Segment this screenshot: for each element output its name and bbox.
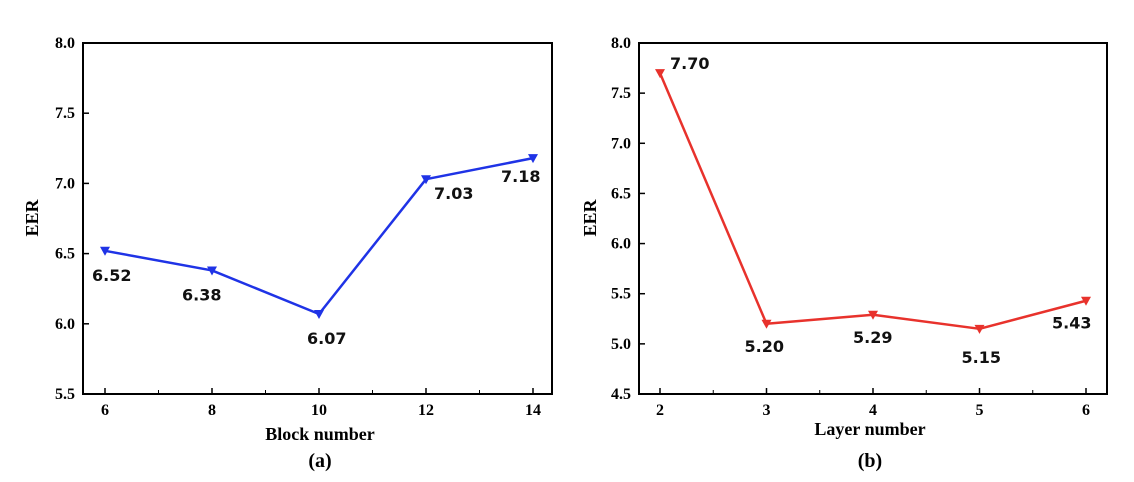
chart-a-x-tick-label: 12 — [418, 402, 434, 419]
chart-a-y-tick-label: 5.5 — [55, 386, 75, 403]
chart-b-x-tick-label: 3 — [763, 402, 771, 419]
chart-a-x-tick-label: 10 — [311, 402, 327, 419]
chart-b-x-tick-label: 4 — [869, 402, 877, 419]
chart-b-data-label: 5.29 — [853, 328, 892, 347]
chart-b-y-tick-label: 8.0 — [611, 35, 631, 52]
chart-b-x-ticks: 2 3 4 5 6 — [656, 388, 1090, 419]
chart-a-data-point — [314, 309, 324, 319]
chart-a-x-tick-label: 8 — [208, 402, 216, 419]
chart-b-x-tick-label: 5 — [976, 402, 984, 419]
chart-a-data-point — [528, 154, 538, 164]
chart-b-y-tick-label: 6.5 — [611, 185, 631, 202]
chart-b-x-tick-label: 6 — [1082, 402, 1090, 419]
chart-b-data-point — [761, 319, 772, 329]
chart-a-y-tick-label: 6.0 — [55, 316, 75, 333]
chart-b-data-point — [655, 69, 665, 79]
chart-a-data-label: 6.07 — [307, 329, 346, 348]
chart-a-y-ticks: 5.5 6.0 6.5 7.0 7.5 8.0 — [55, 35, 89, 403]
chart-a-ylabel: EER — [22, 198, 42, 236]
chart-b-ylabel: EER — [580, 198, 600, 236]
chart-a-y-tick-label: 6.5 — [55, 246, 75, 263]
chart-b-y-tick-label: 6.0 — [611, 236, 631, 253]
chart-a-data-label: 7.03 — [434, 184, 473, 203]
chart-a-data-point — [100, 246, 110, 256]
chart-b-data-label: 7.70 — [670, 54, 709, 73]
chart-b-y-tick-label: 4.5 — [611, 386, 631, 403]
chart-a-x-tick-label: 14 — [525, 402, 541, 419]
chart-a-data-label: 6.52 — [92, 266, 131, 285]
chart-b-xlabel: Layer number — [814, 419, 925, 439]
chart-b-y-tick-label: 7.5 — [611, 85, 631, 102]
chart-a-y-tick-label: 7.0 — [55, 175, 75, 192]
chart-b-y-tick-label: 5.0 — [611, 336, 631, 353]
chart-a-data-label: 7.18 — [501, 167, 540, 186]
chart-b-caption: (b) — [858, 450, 882, 472]
chart-a-plot-frame — [82, 42, 553, 395]
chart-a-y-tick-label: 7.5 — [55, 105, 75, 122]
chart-a: 5.5 6.0 6.5 7.0 7.5 8.0 6 8 10 12 14 6.52 6.38 6.07… — [22, 35, 553, 472]
chart-b-series-line — [658, 72, 1087, 331]
chart-a-data-point — [207, 266, 217, 276]
chart-b-data-label: 5.20 — [745, 337, 784, 356]
chart-a-series-line — [104, 156, 534, 316]
chart-a-caption: (a) — [308, 450, 331, 472]
chart-a-data-label: 6.38 — [182, 285, 221, 304]
chart-b-y-tick-label: 7.0 — [611, 135, 631, 152]
chart-b-y-ticks: 4.5 5.0 5.5 6.0 6.5 7.0 7.5 8.0 — [611, 35, 645, 403]
chart-b-data-point — [868, 310, 878, 320]
chart-a-x-ticks: 6 8 10 12 14 — [101, 388, 541, 419]
chart-b-x-tick-label: 2 — [656, 402, 664, 419]
chart-b-data-label: 5.15 — [962, 348, 1001, 367]
chart-a-y-tick-label: 8.0 — [55, 35, 75, 52]
chart-b-data-label: 5.43 — [1052, 314, 1091, 333]
chart-b-data-point — [974, 324, 985, 334]
chart-b: 4.5 5.0 5.5 6.0 6.5 7.0 7.5 8.0 2 3 4 5 6 7.70 5.20 5… — [580, 35, 1108, 472]
chart-a-data-point — [421, 175, 431, 185]
chart-b-y-tick-label: 5.5 — [611, 286, 631, 303]
chart-b-data-point — [1081, 296, 1091, 306]
chart-a-series: 6.52 6.38 6.07 7.03 7.18 — [92, 154, 540, 348]
chart-b-series: 7.70 5.20 5.29 5.15 5.43 — [655, 54, 1091, 367]
chart-a-x-tick-label: 6 — [101, 402, 109, 419]
chart-a-xlabel: Block number — [265, 424, 375, 444]
